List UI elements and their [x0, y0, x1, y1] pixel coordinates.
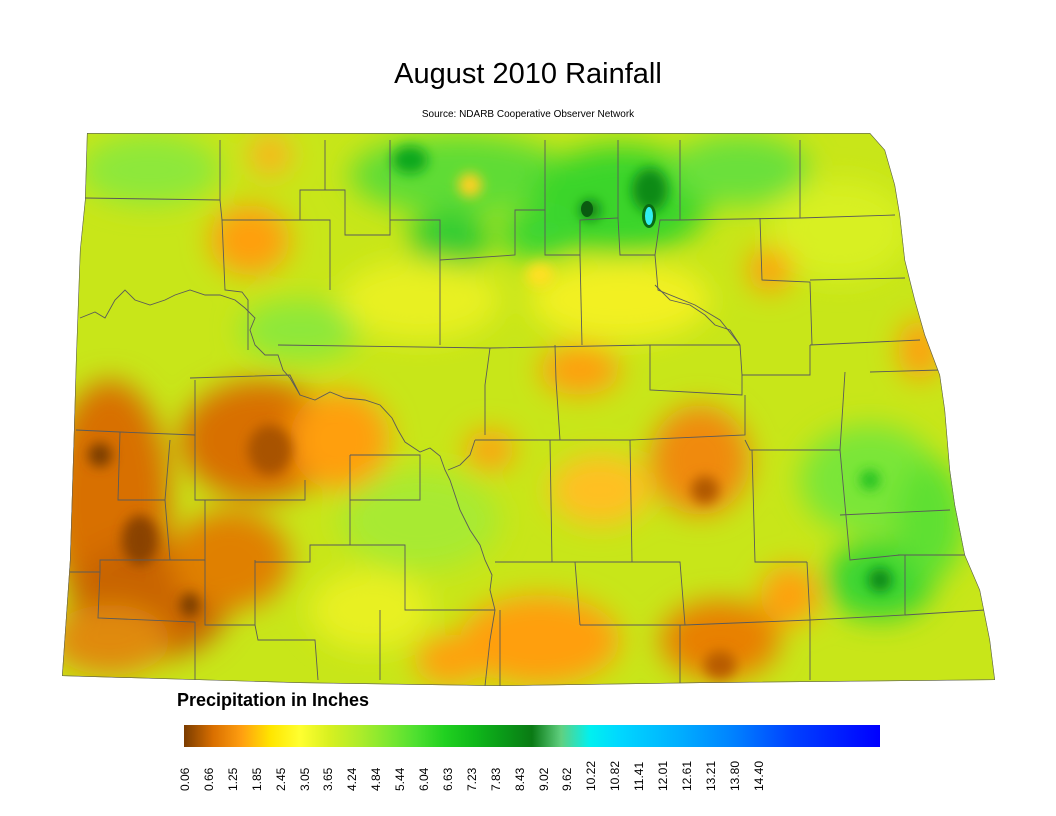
legend-title: Precipitation in Inches	[177, 690, 370, 710]
precipitation-surface	[62, 133, 995, 686]
legend-colorbar	[184, 725, 880, 747]
river-boundaries	[79, 284, 741, 686]
map-title: August 2010 Rainfall	[394, 58, 662, 90]
county-boundaries	[70, 140, 986, 686]
map-subtitle: Source: NDARB Cooperative Observer Netwo…	[421, 109, 635, 120]
rainfall-max-spot	[581, 201, 593, 217]
state-outline	[62, 133, 995, 686]
